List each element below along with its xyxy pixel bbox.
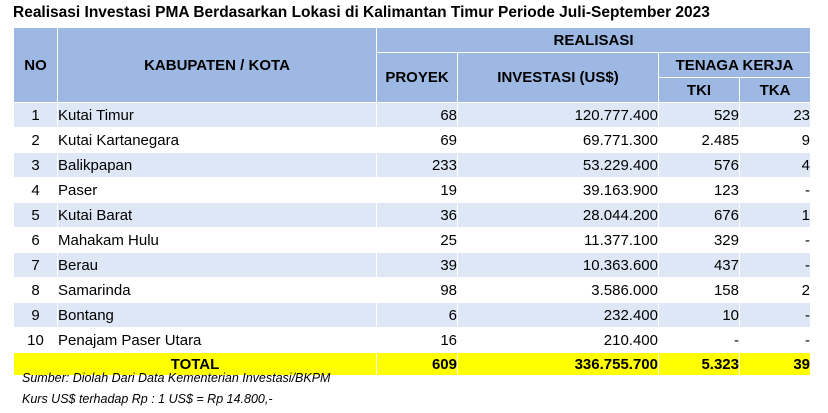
cell-tki: 529 [658, 102, 740, 128]
table-row: 9 Bontang 6 232.400 10- [13, 302, 811, 328]
cell-tki: 576 [658, 152, 740, 178]
cell-tki: 158 [658, 277, 740, 303]
cell-tki: 676 [658, 202, 740, 228]
cell-no: 6 [13, 227, 58, 253]
header-kabupaten: KABUPATEN / KOTA [57, 27, 377, 103]
cell-kabupaten: Kutai Barat [57, 202, 377, 228]
table-row: 1 Kutai Timur 68 120.777.400 529 23 [13, 102, 811, 128]
cell-tka: - [739, 302, 811, 328]
cell-proyek: 69 [376, 127, 458, 153]
cell-tka: 2 [739, 277, 811, 303]
cell-investasi: 69.771.300 [457, 127, 659, 153]
cell-kabupaten: Paser [57, 177, 377, 203]
cell-kabupaten: Balikpapan [57, 152, 377, 178]
cell-no: 8 [13, 277, 58, 303]
cell-investasi: 39.163.900 [457, 177, 659, 203]
cell-tka: - [739, 252, 811, 278]
header-no: NO [13, 27, 58, 103]
table-row: 3 Balikpapan 233 53.229.400 576 4 [13, 152, 811, 178]
total-row: TOTAL 609 336.755.700 5.323 39 [13, 352, 811, 376]
cell-tka: 9 [739, 127, 811, 153]
cell-no: 10 [13, 327, 58, 353]
cell-proyek: 6 [376, 302, 458, 328]
cell-proyek: 16 [376, 327, 458, 353]
cell-no: 4 [13, 177, 58, 203]
table-row: 6 Mahakam Hulu 25 11.377.100 329- [13, 227, 811, 253]
cell-kabupaten: Mahakam Hulu [57, 227, 377, 253]
cell-investasi: 232.400 [457, 302, 659, 328]
cell-no: 3 [13, 152, 58, 178]
cell-tka: 1 [739, 202, 811, 228]
header-tka: TKA [739, 77, 811, 103]
cell-tki: 437 [658, 252, 740, 278]
cell-kabupaten: Kutai Kartanegara [57, 127, 377, 153]
cell-no: 5 [13, 202, 58, 228]
total-label: TOTAL [13, 352, 377, 376]
cell-tka: 4 [739, 152, 811, 178]
cell-tka: 23 [739, 102, 811, 128]
cell-proyek: 98 [376, 277, 458, 303]
header-tenaga-kerja: TENAGA KERJA [658, 52, 811, 78]
cell-no: 2 [13, 127, 58, 153]
cell-tki: 123 [658, 177, 740, 203]
cell-tki: 329 [658, 227, 740, 253]
cell-no: 7 [13, 252, 58, 278]
cell-no: 9 [13, 302, 58, 328]
cell-tka: - [739, 227, 811, 253]
cell-kabupaten: Berau [57, 252, 377, 278]
table-row: 5 Kutai Barat 36 28.044.200 676 1 [13, 202, 811, 228]
cell-tki: - [658, 327, 740, 353]
source-note: Sumber: Diolah Dari Data Kementerian Inv… [22, 371, 331, 385]
table-title: Realisasi Investasi PMA Berdasarkan Loka… [13, 4, 710, 21]
total-tki: 5.323 [658, 352, 740, 376]
cell-tki: 2.485 [658, 127, 740, 153]
header-investasi: INVESTASI (US$) [457, 52, 659, 103]
total-investasi: 336.755.700 [457, 352, 659, 376]
total-proyek: 609 [376, 352, 458, 376]
header-realisasi: REALISASI [376, 27, 811, 53]
cell-tka: - [739, 327, 811, 353]
cell-investasi: 3.586.000 [457, 277, 659, 303]
exchange-rate-note: Kurs US$ terhadap Rp : 1 US$ = Rp 14.800… [22, 392, 273, 406]
cell-investasi: 11.377.100 [457, 227, 659, 253]
cell-proyek: 25 [376, 227, 458, 253]
cell-proyek: 233 [376, 152, 458, 178]
cell-kabupaten: Kutai Timur [57, 102, 377, 128]
table-row: 8 Samarinda 98 3.586.000 158 2 [13, 277, 811, 303]
investment-table: NO KABUPATEN / KOTA REALISASI PROYEK INV… [13, 27, 811, 376]
cell-proyek: 39 [376, 252, 458, 278]
cell-kabupaten: Penajam Paser Utara [57, 327, 377, 353]
table-row: 7 Berau 39 10.363.600 437- [13, 252, 811, 278]
cell-tki: 10 [658, 302, 740, 328]
header-proyek: PROYEK [376, 52, 458, 103]
cell-kabupaten: Samarinda [57, 277, 377, 303]
table-row: 10 Penajam Paser Utara 16 210.400- - [13, 327, 811, 353]
cell-investasi: 53.229.400 [457, 152, 659, 178]
total-tka: 39 [739, 352, 811, 376]
cell-investasi: 210.400 [457, 327, 659, 353]
cell-investasi: 28.044.200 [457, 202, 659, 228]
table-row: 2 Kutai Kartanegara 69 69.771.300 2.485 9 [13, 127, 811, 153]
table-row: 4 Paser 19 39.163.900 123- [13, 177, 811, 203]
cell-proyek: 68 [376, 102, 458, 128]
header-tki: TKI [658, 77, 740, 103]
cell-investasi: 10.363.600 [457, 252, 659, 278]
cell-proyek: 36 [376, 202, 458, 228]
cell-tka: - [739, 177, 811, 203]
cell-proyek: 19 [376, 177, 458, 203]
cell-investasi: 120.777.400 [457, 102, 659, 128]
cell-kabupaten: Bontang [57, 302, 377, 328]
cell-no: 1 [13, 102, 58, 128]
